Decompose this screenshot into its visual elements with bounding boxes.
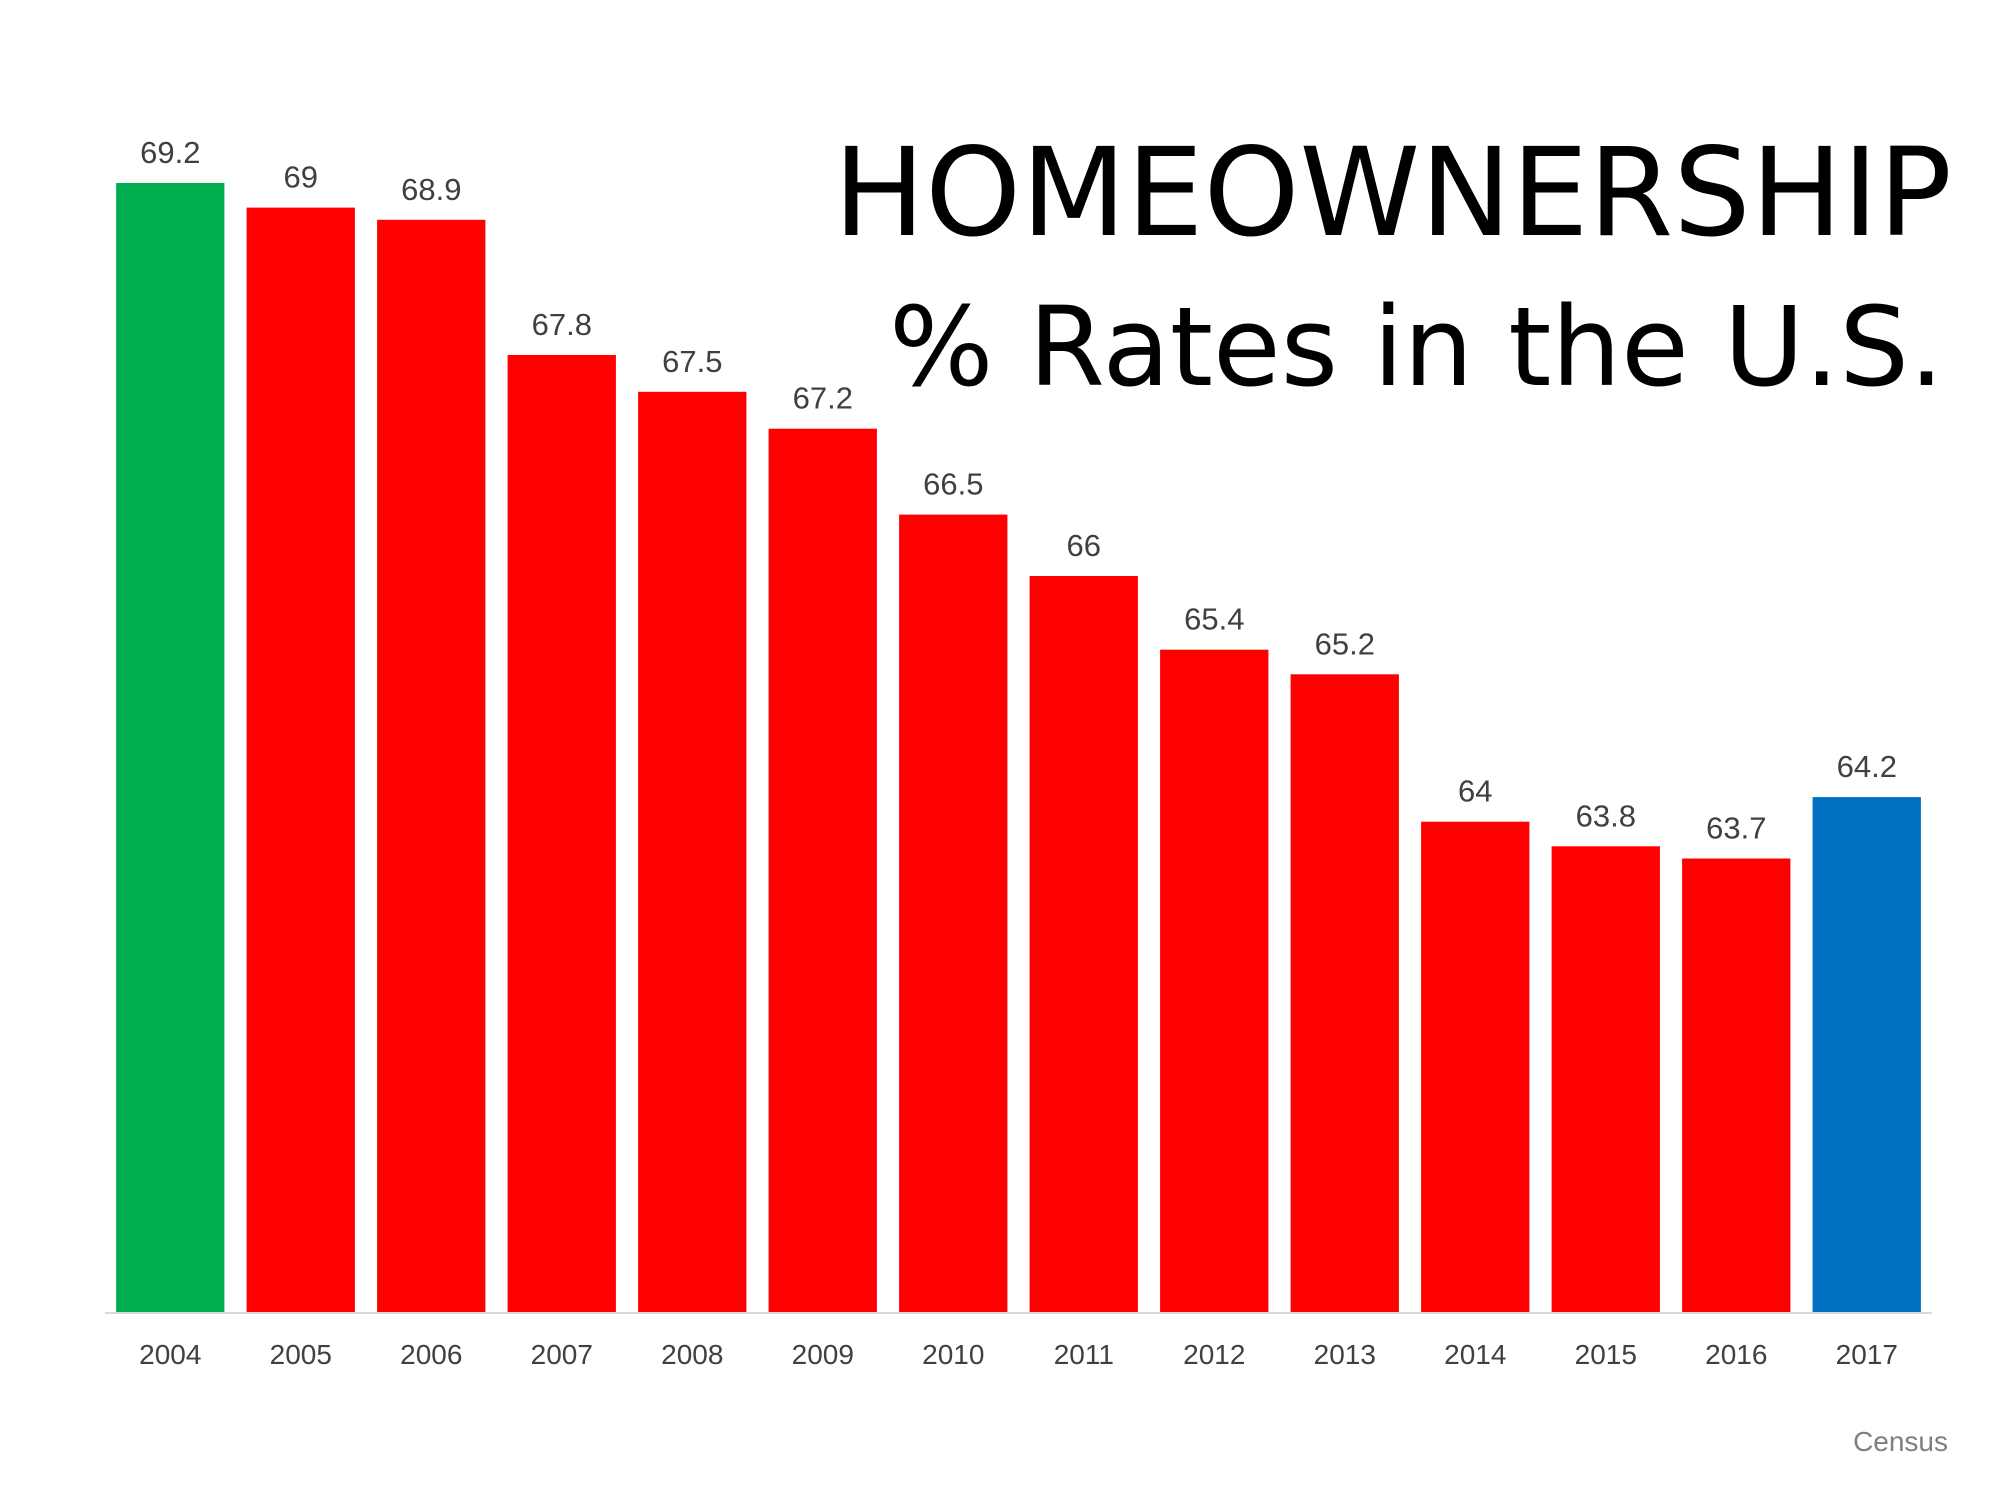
x-tick-label-2006: 2006: [400, 1339, 462, 1370]
bars-layer: [116, 183, 1921, 1314]
x-tick-label-2008: 2008: [661, 1339, 723, 1370]
x-tick-label-2016: 2016: [1705, 1339, 1767, 1370]
bar-2004: [116, 183, 225, 1313]
value-label-2004: 69.2: [140, 135, 200, 170]
value-label-2010: 66.5: [923, 467, 983, 502]
x-tick-label-2007: 2007: [531, 1339, 593, 1370]
x-tick-label-2004: 2004: [139, 1339, 201, 1370]
value-label-2014: 64: [1458, 774, 1492, 809]
x-tick-labels-layer: 2004 2005 2006 2007 2008 2009 2010 2011 2012 2013…: [139, 1339, 1898, 1370]
x-tick-label-2014: 2014: [1444, 1339, 1506, 1370]
bar-2010: [899, 514, 1008, 1313]
x-tick-label-2017: 2017: [1836, 1339, 1898, 1370]
value-label-2005: 69: [284, 160, 318, 195]
bar-2007: [507, 355, 616, 1313]
x-tick-label-2011: 2011: [1054, 1339, 1114, 1370]
x-tick-label-2015: 2015: [1575, 1339, 1637, 1370]
bar-2014: [1421, 821, 1530, 1313]
x-tick-label-2010: 2010: [922, 1339, 984, 1370]
bar-2008: [638, 391, 747, 1313]
x-tick-label-2013: 2013: [1314, 1339, 1376, 1370]
source-note: Census: [1853, 1426, 1948, 1457]
bar-2005: [246, 207, 355, 1314]
value-label-2011: 66: [1067, 528, 1101, 563]
value-label-2015: 63.8: [1576, 798, 1636, 833]
value-label-2013: 65.2: [1315, 626, 1375, 661]
value-label-2009: 67.2: [793, 381, 853, 416]
chart-subtitle: % Rates in the U.S.: [889, 283, 1944, 411]
x-tick-label-2012: 2012: [1183, 1339, 1245, 1370]
bar-2012: [1160, 649, 1269, 1313]
bar-2009: [768, 428, 877, 1313]
value-label-2017: 64.2: [1837, 749, 1897, 784]
x-tick-label-2009: 2009: [792, 1339, 854, 1370]
x-tick-label-2005: 2005: [270, 1339, 332, 1370]
bar-2011: [1029, 576, 1138, 1313]
value-label-2012: 65.4: [1184, 602, 1244, 637]
value-labels-layer: 69.2 69 68.9 67.8 67.5 67.2 66.5 66 65.4 65.2 64 63…: [140, 135, 1897, 846]
value-label-2006: 68.9: [401, 172, 461, 207]
chart-title: HOMEOWNERSHIP: [833, 122, 1952, 264]
value-label-2007: 67.8: [532, 307, 592, 342]
bar-2017: [1812, 797, 1921, 1313]
bar-2013: [1290, 674, 1399, 1313]
value-label-2008: 67.5: [662, 344, 722, 379]
value-label-2016: 63.7: [1706, 811, 1766, 846]
bar-2015: [1551, 846, 1660, 1313]
bar-2016: [1682, 858, 1791, 1313]
bar-2006: [377, 219, 486, 1313]
